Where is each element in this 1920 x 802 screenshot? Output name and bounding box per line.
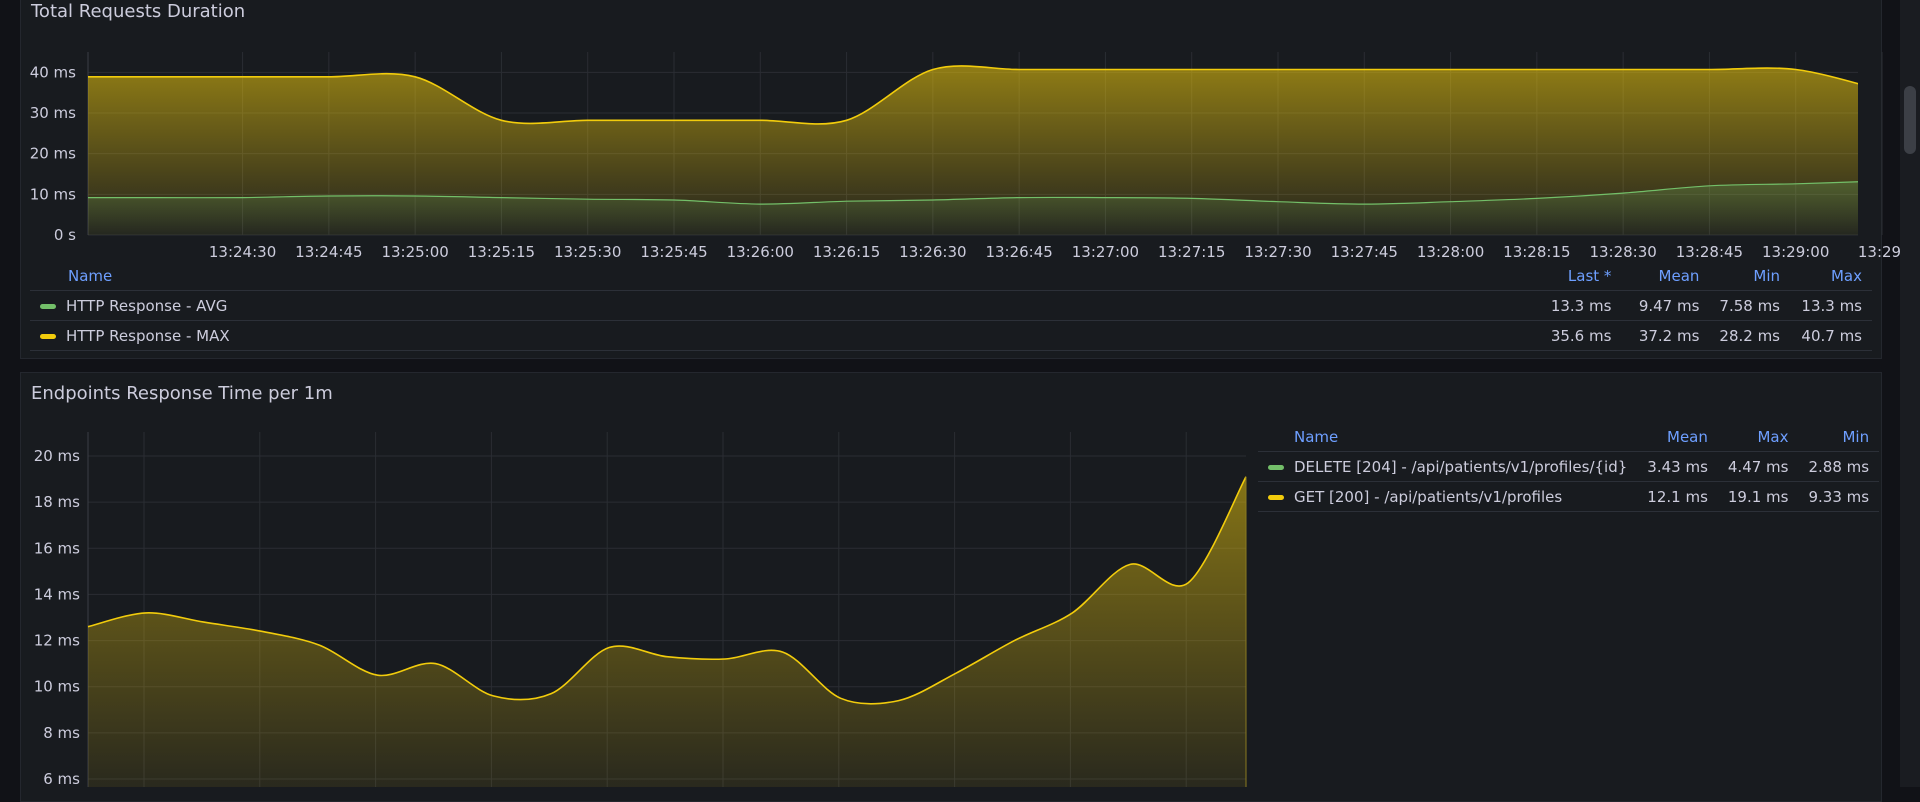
panel-title[interactable]: Total Requests Duration — [31, 1, 246, 22]
x-tick-label: 13:29: — [1858, 243, 1900, 260]
x-tick-label: 13:25:45 — [640, 243, 707, 260]
legend-row[interactable]: DELETE [204] - /api/patients/v1/profiles… — [1258, 451, 1880, 482]
legend-row[interactable]: HTTP Response - AVG 13.3 ms 9.47 ms 7.58… — [30, 290, 1872, 321]
legend-header-max[interactable]: Max — [1757, 428, 1789, 446]
x-tick-label: 13:27:45 — [1331, 243, 1398, 260]
series-area — [88, 65, 1858, 235]
legend-value-min: 28.2 ms — [1709, 320, 1790, 351]
legend-header-mean[interactable]: Mean — [1658, 267, 1700, 285]
y-tick-label: 20 ms — [30, 145, 76, 163]
x-tick-label: 13:27:15 — [1158, 243, 1225, 260]
series-color-swatch — [1268, 464, 1284, 470]
legend-header-min[interactable]: Min — [1842, 428, 1870, 446]
x-tick-label: 13:24:45 — [295, 243, 362, 260]
series-color-swatch — [40, 303, 56, 309]
y-tick-label: 40 ms — [30, 63, 76, 81]
legend-header-row: Name Mean Max Min — [1258, 423, 1879, 452]
x-tick-label: 13:26:45 — [985, 243, 1052, 260]
legend-value-mean: 3.43 ms — [1637, 451, 1718, 482]
legend-row[interactable]: HTTP Response - MAX 35.6 ms 37.2 ms 28.2… — [30, 320, 1872, 351]
legend-header-name[interactable]: Name — [1294, 428, 1339, 446]
series-line[interactable] — [87, 476, 1247, 705]
legend-series-name[interactable]: HTTP Response - MAX — [66, 326, 230, 345]
y-tick-label: 18 ms — [34, 493, 80, 511]
total-requests-duration-chart[interactable]: 40 ms 30 ms 20 ms 10 ms 0 s 13:24:30 13:24:45… — [0, 0, 1900, 260]
legend-header-row: Name Last * Mean Min Max — [30, 262, 1872, 291]
series-line[interactable] — [70, 65, 1882, 125]
legend-header-name[interactable]: Name — [68, 267, 113, 285]
x-tick-label: 13:28:30 — [1589, 243, 1656, 260]
x-tick-label: 13:27:30 — [1244, 243, 1311, 260]
legend-row[interactable]: GET [200] - /api/patients/v1/profiles 12… — [1258, 481, 1880, 512]
x-tick-label: 13:27:00 — [1072, 243, 1139, 260]
x-tick-label: 13:25:00 — [381, 243, 448, 260]
legend-header-min[interactable]: Min — [1753, 267, 1780, 285]
x-tick-label: 13:26:00 — [727, 243, 794, 260]
series-area — [88, 181, 1858, 235]
endpoints-legend: Name Mean Max Min DELETE [204] - /api/pa… — [1258, 423, 1880, 512]
y-tick-label: 16 ms — [34, 539, 80, 557]
legend-value-min: 2.88 ms — [1798, 451, 1880, 482]
legend-header-mean[interactable]: Mean — [1667, 428, 1708, 446]
legend-series-name[interactable]: GET [200] - /api/patients/v1/profiles — [1294, 487, 1563, 506]
series-color-swatch — [40, 333, 56, 339]
total-requests-legend: Name Last * Mean Min Max HTTP Response -… — [30, 262, 1872, 351]
y-tick-label: 10 ms — [30, 185, 76, 203]
y-tick-label: 12 ms — [34, 632, 80, 650]
x-tick-label: 13:29:00 — [1762, 243, 1829, 260]
series-area — [88, 476, 1246, 787]
legend-value-last: 13.3 ms — [1511, 290, 1622, 321]
y-tick-label: 30 ms — [30, 104, 76, 122]
legend-value-mean: 9.47 ms — [1621, 290, 1710, 321]
legend-header-last[interactable]: Last * — [1567, 267, 1612, 285]
legend-value-mean: 37.2 ms — [1621, 320, 1710, 351]
legend-series-name[interactable]: HTTP Response - AVG — [66, 296, 228, 315]
legend-value-max: 13.3 ms — [1790, 290, 1872, 321]
y-tick-label: 8 ms — [43, 724, 80, 742]
legend-value-min: 9.33 ms — [1798, 481, 1880, 512]
legend-value-max: 4.47 ms — [1717, 451, 1799, 482]
panel-title[interactable]: Endpoints Response Time per 1m — [31, 383, 333, 404]
legend-header-max[interactable]: Max — [1830, 267, 1862, 285]
legend-value-min: 7.58 ms — [1709, 290, 1790, 321]
page-scrollbar[interactable] — [1900, 0, 1920, 787]
x-tick-label: 13:26:15 — [813, 243, 880, 260]
y-tick-label: 10 ms — [34, 678, 80, 696]
x-tick-label: 13:28:00 — [1417, 243, 1484, 260]
x-tick-label: 13:26:30 — [899, 243, 966, 260]
x-tick-label: 13:25:30 — [554, 243, 621, 260]
y-tick-label: 20 ms — [34, 447, 80, 465]
legend-value-mean: 12.1 ms — [1637, 481, 1718, 512]
x-tick-label: 13:28:45 — [1676, 243, 1743, 260]
legend-series-name[interactable]: DELETE [204] - /api/patients/v1/profiles… — [1294, 457, 1628, 476]
legend-value-max: 40.7 ms — [1790, 320, 1872, 351]
legend-value-max: 19.1 ms — [1717, 481, 1799, 512]
y-tick-label: 14 ms — [34, 585, 80, 603]
legend-value-last: 35.6 ms — [1511, 320, 1622, 351]
page-scrollbar-thumb[interactable] — [1904, 86, 1916, 154]
y-tick-label: 0 s — [54, 226, 76, 244]
x-tick-label: 13:24:30 — [209, 243, 276, 260]
series-line[interactable] — [70, 181, 1882, 205]
y-tick-label: 6 ms — [43, 770, 80, 787]
endpoints-response-time-chart[interactable]: 20 ms 18 ms 16 ms 14 ms 12 ms 10 ms 8 ms 6 ms — [0, 420, 1260, 787]
series-color-swatch — [1268, 494, 1284, 500]
x-tick-label: 13:28:15 — [1503, 243, 1570, 260]
x-tick-label: 13:25:15 — [468, 243, 535, 260]
